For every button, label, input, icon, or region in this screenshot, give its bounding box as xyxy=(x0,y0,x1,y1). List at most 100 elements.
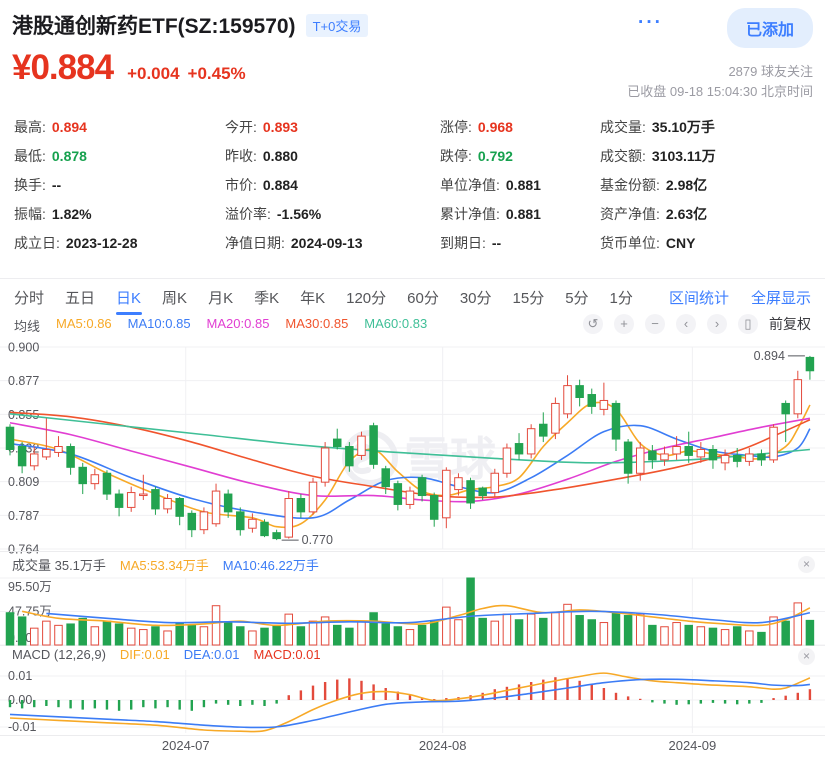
current-price: ¥0.884 xyxy=(12,48,114,87)
stat-value: 2023-12-28 xyxy=(65,234,138,251)
stat-label: 净值日期: xyxy=(225,234,285,251)
svg-text:95.50万: 95.50万 xyxy=(8,580,52,594)
tab-15分[interactable]: 15分 xyxy=(512,290,545,307)
ma-legend-prefix: 均线 xyxy=(14,319,41,334)
zoom-out-icon[interactable]: − xyxy=(645,314,665,334)
tab-分时[interactable]: 分时 xyxy=(14,290,45,307)
tab-年K[interactable]: 年K xyxy=(300,290,326,307)
market-status: 已收盘 09-18 15:04:30 北京时间 xyxy=(627,84,813,99)
stat-value: 2.63亿 xyxy=(665,205,708,222)
ma-legend-undefined: MA5:0.86 xyxy=(56,316,112,331)
stat-label: 成立日: xyxy=(14,234,60,251)
stats-column-4: 成交量: 35.10万手成交额: 3103.11万基金份额: 2.98亿资产净值: 2.… xyxy=(600,112,716,257)
stat-label: 基金份额: xyxy=(600,176,660,193)
stat-item: 累计净值: 0.881 xyxy=(440,199,541,228)
stat-item: 最低: 0.878 xyxy=(14,141,138,170)
stat-label: 到期日: xyxy=(440,234,486,251)
stat-value: 0.792 xyxy=(477,147,513,164)
title-row: 港股通创新药ETF(SZ:159570) T+0交易 xyxy=(12,10,369,40)
stat-label: 货币单位: xyxy=(600,234,660,251)
svg-text:0.764: 0.764 xyxy=(8,543,39,557)
svg-text:2024-08: 2024-08 xyxy=(419,738,467,753)
svg-text:0.00: 0.00 xyxy=(8,693,32,707)
stat-label: 资产净值: xyxy=(600,205,660,222)
svg-text:-0.01: -0.01 xyxy=(8,720,37,734)
tab-120分[interactable]: 120分 xyxy=(346,290,387,307)
tab-links: 区间统计 全屏显示 xyxy=(669,287,811,315)
stat-label: 昨收: xyxy=(225,147,257,164)
stat-value: -- xyxy=(51,176,62,193)
stat-value: 2024-09-13 xyxy=(290,234,363,251)
stat-item: 市价: 0.884 xyxy=(225,170,363,199)
tab-60分[interactable]: 60分 xyxy=(407,290,439,307)
ma-legend-undefined: MA10:0.85 xyxy=(127,316,191,331)
adjust-mode-selector[interactable]: 前复权 xyxy=(769,316,811,332)
stat-item: 基金份额: 2.98亿 xyxy=(600,170,716,199)
added-button[interactable]: 已添加 xyxy=(726,8,813,48)
stat-label: 成交额: xyxy=(600,147,646,164)
more-icon[interactable]: ··· xyxy=(638,12,663,33)
undo-icon[interactable]: ↺ xyxy=(583,314,603,334)
stat-item: 净值日期: 2024-09-13 xyxy=(225,228,363,257)
ma-legend: 均线 MA5:0.86 MA10:0.85 MA20:0.85 MA30:0.85 MA6… xyxy=(14,316,427,335)
link-区间统计[interactable]: 区间统计 xyxy=(668,290,729,307)
stat-value: -- xyxy=(491,234,502,251)
volume-header: 成交量 35.1万手 MA5:53.34万手 MA10:46.22万手 xyxy=(12,555,319,574)
tab-季K[interactable]: 季K xyxy=(254,290,280,307)
stat-label: 振幅: xyxy=(14,205,46,222)
macd-title: MACD (12,26,9) xyxy=(12,647,106,662)
stat-value: 0.881 xyxy=(505,176,541,193)
stat-value: 1.82% xyxy=(51,205,92,222)
ma-legend-undefined: MA60:0.83 xyxy=(364,316,428,331)
svg-text:0.900: 0.900 xyxy=(8,341,39,355)
volume-close-icon[interactable]: × xyxy=(798,556,815,573)
tab-5分[interactable]: 5分 xyxy=(565,290,589,307)
stat-value: 3103.11万 xyxy=(651,147,716,164)
ma-legend-undefined: MA30:0.85 xyxy=(285,316,349,331)
tab-周K[interactable]: 周K xyxy=(162,290,188,307)
stats-column-2: 今开: 0.893 昨收: 0.880 市价: 0.884 溢价率: -1.56% 净值日期: 2… xyxy=(225,112,363,257)
svg-text:0.877: 0.877 xyxy=(8,374,39,388)
page-title: 港股通创新药ETF(SZ:159570) xyxy=(12,15,296,38)
tab-月K[interactable]: 月K xyxy=(208,290,234,307)
stat-item: 货币单位: CNY xyxy=(600,228,716,257)
stat-item: 成交量: 35.10万手 xyxy=(600,112,716,141)
svg-text:2024-07: 2024-07 xyxy=(162,738,210,753)
stat-item: 昨收: 0.880 xyxy=(225,141,363,170)
zoom-in-icon[interactable]: + xyxy=(614,314,634,334)
stat-item: 到期日: -- xyxy=(440,228,541,257)
stat-label: 累计净值: xyxy=(440,205,500,222)
stat-item: 溢价率: -1.56% xyxy=(225,199,363,228)
link-全屏显示[interactable]: 全屏显示 xyxy=(750,290,811,307)
stat-item: 最高: 0.894 xyxy=(14,112,138,141)
svg-text:0.809: 0.809 xyxy=(8,475,39,489)
macd-close-icon[interactable]: × xyxy=(798,648,815,665)
pan-right-icon[interactable]: › xyxy=(707,314,727,334)
t0-trade-badge: T+0交易 xyxy=(305,13,369,37)
kline-chart[interactable]: 0.9000.8770.8550.8320.8090.7870.764雪球0.8… xyxy=(0,335,825,758)
price-row: ¥0.884 +0.004 +0.45% xyxy=(12,48,246,88)
stat-label: 换手: xyxy=(14,176,46,193)
stat-item: 成交额: 3103.11万 xyxy=(600,141,716,170)
tab-1分[interactable]: 1分 xyxy=(609,290,633,307)
stat-value: 0.968 xyxy=(477,118,513,135)
candle-tool-icon[interactable]: ▯ xyxy=(738,314,758,334)
svg-text:0.894: 0.894 xyxy=(754,349,785,363)
stat-item: 资产净值: 2.63亿 xyxy=(600,199,716,228)
stat-item: 今开: 0.893 xyxy=(225,112,363,141)
price-change-pct: +0.45% xyxy=(187,64,246,83)
stat-label: 涨停: xyxy=(440,118,472,135)
pan-left-icon[interactable]: ‹ xyxy=(676,314,696,334)
tab-30分[interactable]: 30分 xyxy=(459,290,492,307)
macd-value-label: MACD:0.01 xyxy=(253,647,321,662)
svg-text:0.01: 0.01 xyxy=(8,669,32,683)
stat-label: 最低: xyxy=(14,147,46,164)
stat-item: 换手: -- xyxy=(14,170,138,199)
volume-title: 成交量 35.1万手 xyxy=(12,558,106,573)
tab-日K[interactable]: 日K xyxy=(116,287,141,315)
macd-header: MACD (12,26,9) DIF:0.01 DEA:0.01 MACD:0.… xyxy=(12,647,321,662)
stat-label: 溢价率: xyxy=(225,205,271,222)
stat-item: 单位净值: 0.881 xyxy=(440,170,541,199)
tab-五日[interactable]: 五日 xyxy=(65,290,96,307)
